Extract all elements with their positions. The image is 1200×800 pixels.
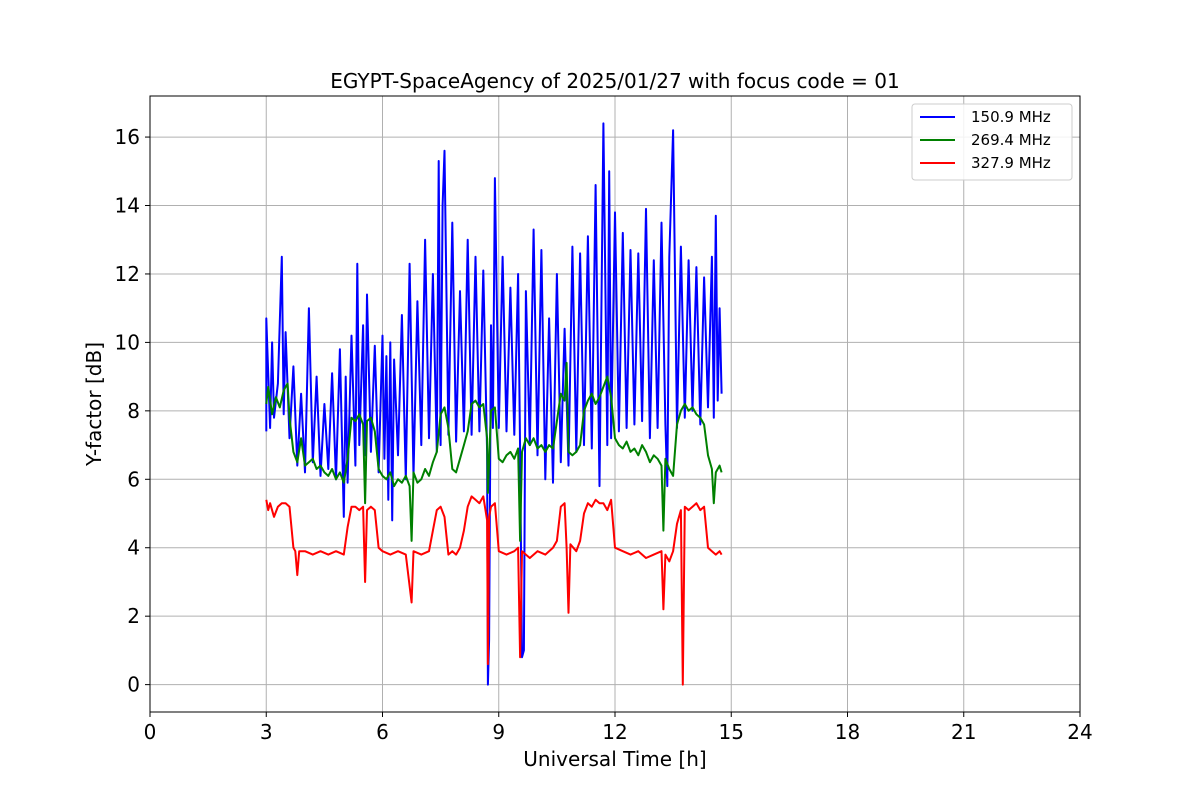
x-axis-label: Universal Time [h] [523,747,706,771]
y-tick-label: 16 [115,125,140,149]
x-tick-label: 6 [376,720,389,744]
x-tick-label: 0 [144,720,157,744]
chart-title: EGYPT-SpaceAgency of 2025/01/27 with foc… [330,69,899,93]
series-line-269-4-mhz [265,361,723,542]
legend-label-327-9: 327.9 MHz [971,154,1051,172]
series-layer [265,122,723,686]
y-tick-label: 12 [115,262,140,286]
legend-label-269-4: 269.4 MHz [971,131,1051,149]
x-tick-label: 18 [835,720,860,744]
x-tick-label: 12 [602,720,627,744]
x-tick-label: 9 [492,720,505,744]
y-tick-label: 2 [127,604,140,628]
y-tick-label: 0 [127,673,140,697]
series-line-150-9-mhz [265,122,723,686]
y-tick-label: 8 [127,399,140,423]
y-tick-label: 4 [127,536,140,560]
y-tick-label: 10 [115,330,140,354]
x-tick-label: 15 [719,720,744,744]
y-axis-label: Y-factor [dB] [82,342,106,467]
legend-box [911,103,1073,181]
y-tick-label: 14 [115,194,140,218]
series-line-327-9-mhz [265,495,723,686]
x-tick-label: 3 [260,720,273,744]
legend-label-150-9: 150.9 MHz [971,108,1051,126]
y-tick-label: 6 [127,467,140,491]
x-tick-label: 21 [951,720,976,744]
x-tick-label: 24 [1067,720,1092,744]
legend: 150.9 MHz 269.4 MHz 327.9 MHz [911,103,1073,181]
